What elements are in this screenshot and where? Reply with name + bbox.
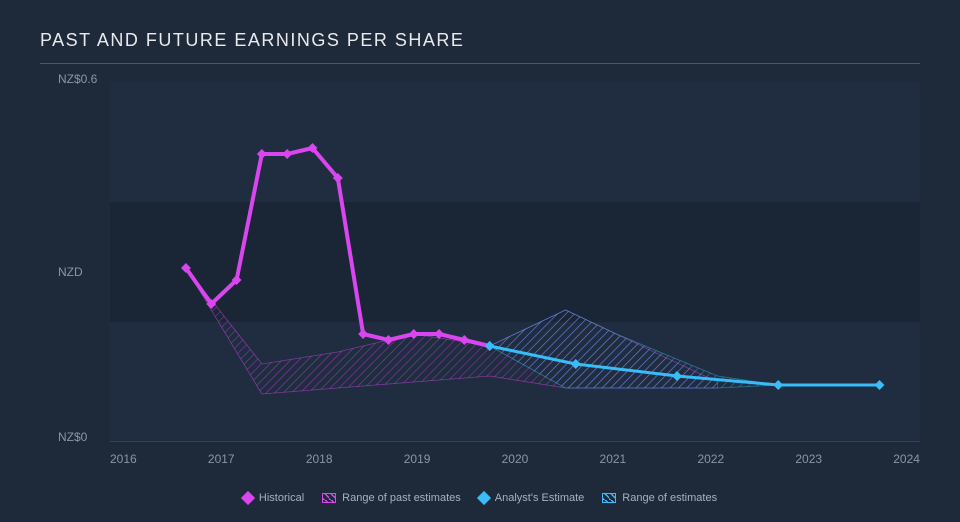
x-tick-label: 2016: [110, 452, 137, 466]
x-tick-label: 2022: [697, 452, 724, 466]
legend-label: Historical: [259, 492, 304, 504]
x-tick-label: 2020: [502, 452, 529, 466]
x-tick-label: 2021: [600, 452, 627, 466]
x-tick-label: 2018: [306, 452, 333, 466]
x-axis-labels: 2016 2017 2018 2019 2020 2021 2022 2023 2024: [110, 452, 920, 466]
legend-hatch-icon: [602, 493, 616, 503]
y-axis-label-mid: NZD: [58, 265, 83, 279]
eps-chart: PAST AND FUTURE EARNINGS PER SHARE NZ$0.…: [0, 0, 960, 522]
legend-label: Analyst's Estimate: [495, 492, 585, 504]
legend-item: Range of past estimates: [322, 492, 461, 504]
x-tick-label: 2023: [795, 452, 822, 466]
x-tick-label: 2017: [208, 452, 235, 466]
legend-label: Range of estimates: [622, 492, 717, 504]
legend-item: Range of estimates: [602, 492, 717, 504]
y-axis-label-top: NZ$0.6: [58, 72, 97, 86]
y-axis-label-bottom: NZ$0: [58, 430, 87, 444]
x-tick-label: 2024: [893, 452, 920, 466]
x-tick-label: 2019: [404, 452, 431, 466]
chart-svg: [110, 82, 920, 442]
legend-label: Range of past estimates: [342, 492, 461, 504]
legend-diamond-icon: [241, 491, 255, 505]
legend-item: Historical: [243, 492, 304, 504]
legend-diamond-icon: [477, 491, 491, 505]
plot-area: NZ$0.6 NZD NZ$0 2016 2017 2018 2019 2020 2021…: [40, 72, 920, 472]
chart-title: PAST AND FUTURE EARNINGS PER SHARE: [40, 30, 920, 64]
legend-item: Analyst's Estimate: [479, 492, 585, 504]
legend-hatch-icon: [322, 493, 336, 503]
chart-legend: Historical Range of past estimates Analyst…: [0, 492, 960, 504]
